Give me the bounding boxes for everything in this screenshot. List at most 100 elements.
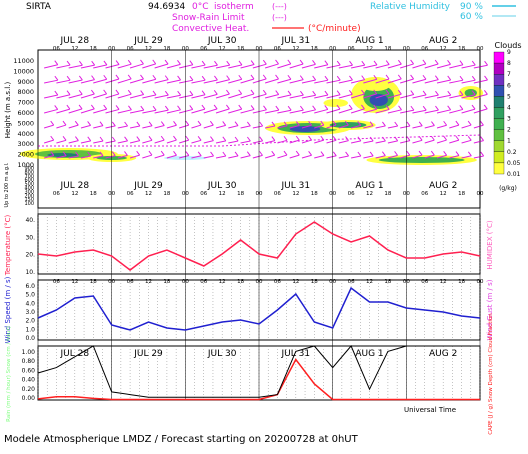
height-tick: 500 (24, 182, 34, 188)
wind-barb (461, 64, 476, 69)
wind-barb-flag (54, 90, 59, 96)
wind-barb (43, 139, 54, 144)
wind-barb-flag (345, 151, 349, 157)
cloud-blob (47, 153, 78, 157)
wind-barb-flag (480, 120, 484, 126)
wind-barb-flag (66, 60, 71, 66)
wind-barb (56, 155, 67, 159)
colorbar-label: 4 (507, 104, 511, 111)
wind-barb (473, 79, 488, 84)
wind-barb (264, 63, 279, 69)
wind-barb-flag (128, 105, 132, 111)
wind-barb (44, 108, 58, 114)
wind-barb-flag (238, 60, 243, 66)
wind-barb-flag (226, 75, 231, 80)
wind-barb (400, 78, 414, 84)
wind-barb-flag (115, 60, 120, 65)
wind-barb-flag (66, 90, 71, 96)
height-tick: 9000 (17, 78, 34, 86)
wind-barb-flag (308, 135, 312, 141)
wind-barb (387, 109, 402, 114)
wind-barb-flag (435, 90, 439, 96)
legend-relative-humidity: Relative Humidity (370, 2, 451, 12)
wind-barb-flag (246, 151, 251, 156)
wind-barb-flag (148, 150, 153, 156)
rh-value: 60 % (460, 12, 483, 22)
hour-label: 06 (421, 46, 428, 52)
wind-barb-flag (467, 151, 472, 157)
wind-barb (142, 78, 156, 84)
wind-barb-flag (124, 136, 128, 142)
wind-barb-flag (111, 151, 116, 156)
wind-barb-flag (50, 135, 55, 141)
wind-barb (117, 140, 128, 144)
wind-barb (129, 94, 144, 99)
wind-barb-flag (434, 59, 439, 65)
wind-barb-flag (177, 75, 181, 81)
wind-barb-flag (471, 104, 476, 110)
wind-barb (252, 109, 267, 114)
wind-barb (424, 109, 439, 114)
day-label-mid: JUL 30 (207, 181, 237, 191)
wind-barb-flag (361, 60, 366, 66)
wind-barb-flag (259, 151, 263, 156)
hour-label: 00 (108, 279, 115, 285)
wind-barb-flag (361, 75, 366, 80)
wind-barb-flag (471, 75, 476, 81)
wind-barb-flag (99, 121, 104, 126)
wind-barb-flag (111, 121, 116, 127)
wind-barb-flag (185, 135, 190, 141)
wind-barb (203, 140, 214, 144)
wind-barb-flag (373, 104, 378, 110)
wind-speed-line (37, 286, 481, 331)
colorbar-label: 0.01 (507, 171, 521, 178)
wind-barb-flag (295, 121, 300, 126)
wind-barb-flag (443, 150, 448, 156)
wind-barb (215, 64, 230, 69)
height-axis-title: Height (m a.s.l.) (4, 82, 12, 139)
wind-barb-flag (435, 105, 439, 111)
wind-barb (375, 78, 390, 84)
height-tick: 100 (24, 201, 34, 207)
wind-barb (424, 139, 435, 144)
wind-barb (338, 64, 353, 69)
wind-barb (350, 124, 361, 129)
hour-label: 18 (458, 191, 465, 197)
wind-barb (449, 108, 463, 114)
wind-barb-flag (226, 89, 230, 95)
wind-barb-flag (226, 60, 231, 66)
wind-barb-flag (283, 150, 288, 156)
height-tick: 6000 (17, 109, 34, 117)
wind-barb (301, 124, 312, 129)
wind-barb-flag (373, 74, 378, 80)
wind-barb (277, 63, 291, 69)
wind-barb (166, 154, 177, 159)
wind-barb-flag (299, 75, 304, 80)
wind-barb-flag (213, 104, 218, 110)
wind-barb-flag (152, 105, 157, 111)
wind-barb (436, 139, 447, 144)
wind-barb (142, 125, 153, 129)
wind-barb-flag (79, 60, 83, 66)
wind-barb (387, 125, 398, 129)
wind-barb (80, 140, 91, 144)
wind-barb (56, 124, 67, 129)
wind-barb (80, 79, 95, 84)
wind-barb (203, 124, 214, 129)
wind-barb (240, 108, 255, 114)
wind-barb (166, 124, 177, 129)
wind-barb-flag (373, 89, 378, 95)
hour-label: 12 (292, 191, 299, 197)
hour-label: 12 (440, 279, 447, 285)
hour-label: 12 (366, 46, 373, 52)
wind-barb (68, 140, 79, 144)
wind-barb (375, 140, 386, 144)
day-label-bottom: JUL 29 (133, 349, 163, 359)
wind-barb (105, 78, 120, 84)
wind-barb (363, 93, 377, 99)
wind-barb (338, 108, 353, 114)
wind-barb-flag (349, 75, 353, 81)
wind-barb-flag (336, 75, 341, 81)
wind-barb (314, 94, 329, 99)
wind-barb-flag (312, 90, 317, 96)
